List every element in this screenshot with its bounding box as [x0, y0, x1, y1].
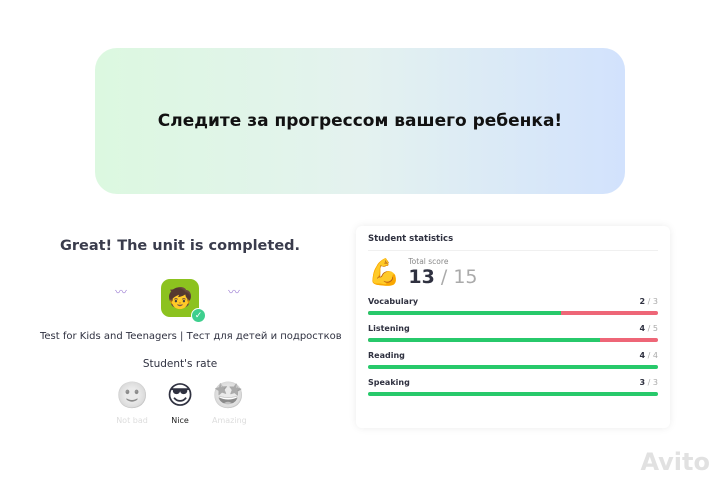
flexed-biceps-icon: 💪 [368, 257, 401, 288]
progress-fill [368, 338, 600, 342]
stat-max: 5 [652, 324, 658, 333]
progress-bar [368, 338, 658, 342]
statistics-card: Student statistics 💪 Total score 13 / 15… [356, 226, 670, 428]
kid-character-icon: 🧒 [167, 286, 193, 310]
confetti-icon: 〰 [228, 285, 241, 299]
max-score: 15 [453, 266, 478, 288]
stat-label: Vocabulary [368, 297, 419, 306]
stat-max: 3 [652, 297, 658, 306]
hero-banner: Следите за прогрессом вашего ребенка! [95, 48, 625, 194]
progress-bar [368, 365, 658, 369]
total-score: 13 [408, 266, 435, 288]
avito-watermark: Avito [640, 448, 710, 476]
progress-bar [368, 392, 658, 396]
progress-fill [368, 365, 658, 369]
rate-not-bad[interactable]: 🙂 Not bad [116, 380, 148, 425]
stats-title: Student statistics [368, 234, 658, 251]
stat-label: Speaking [368, 378, 410, 387]
stat-row: Listening 4 / 5 [368, 324, 658, 342]
rate-label-text: Nice [171, 416, 189, 425]
stat-row: Speaking 3 / 3 [368, 378, 658, 396]
sunglasses-emoji-icon: 😎 [166, 381, 194, 411]
star-eyes-emoji-icon: 🤩 [212, 381, 245, 411]
completion-title: Great! The unit is completed. [59, 238, 301, 254]
stat-row: Reading 4 / 4 [368, 351, 658, 369]
stat-score: 4 [639, 324, 646, 333]
progress-fill [368, 311, 562, 315]
rate-amazing[interactable]: 🤩 Amazing [212, 380, 247, 425]
stat-label: Reading [368, 351, 405, 360]
stat-max: 4 [652, 351, 658, 360]
smile-emoji-icon: 🙂 [116, 381, 149, 411]
stat-max: 3 [652, 378, 658, 387]
unit-badge: 🧒 ✓ [161, 279, 206, 323]
completion-panel: Great! The unit is completed. 〰 〰 🧒 ✓ Tes… [40, 230, 342, 425]
rate-label: Student's rate [142, 358, 218, 370]
banner-title: Следите за прогрессом вашего ребенка! [157, 111, 563, 131]
rate-label-text: Amazing [212, 416, 247, 425]
progress-fill [368, 392, 658, 396]
total-score-label: Total score [408, 257, 449, 266]
check-icon: ✓ [191, 308, 206, 323]
stat-score: 2 [639, 297, 646, 306]
stat-row: Vocabulary 2 / 3 [368, 297, 658, 315]
stat-score: 3 [639, 378, 646, 387]
rate-nice[interactable]: 😎 Nice [164, 380, 196, 425]
progress-bar [368, 311, 658, 315]
stat-score: 4 [639, 351, 646, 360]
stat-label: Listening [368, 324, 410, 333]
test-name: Test for Kids and Teenagers | Тест для д… [40, 331, 342, 342]
confetti-icon: 〰 [115, 285, 128, 299]
rate-label-text: Not bad [116, 416, 148, 425]
